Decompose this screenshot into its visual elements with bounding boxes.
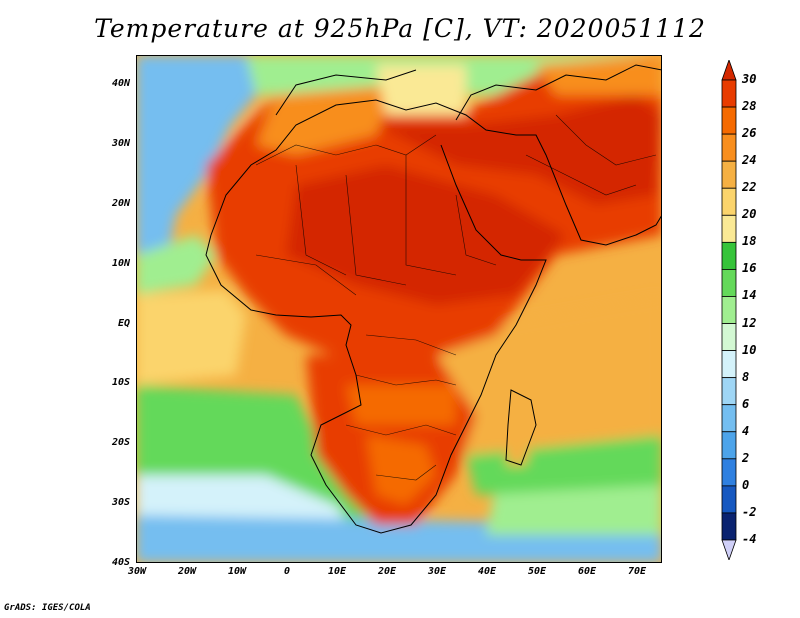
colorbar-label: 8	[742, 369, 750, 384]
colorbar-label: 26	[742, 126, 757, 141]
lon-label: 10E	[327, 566, 347, 577]
lat-label: 30S	[111, 497, 130, 508]
lat-label: EQ	[117, 318, 130, 329]
map-area	[136, 55, 662, 563]
lat-label: 20S	[111, 437, 130, 448]
lon-label: 30E	[427, 566, 447, 577]
colorbar-swatch	[721, 133, 737, 162]
colorbar-label: 12	[742, 315, 757, 330]
colorbar-label: 2	[742, 450, 750, 465]
lat-label: 10N	[111, 258, 130, 269]
colorbar-swatch	[721, 296, 737, 324]
colorbar-swatch	[721, 458, 737, 487]
lon-label: 50E	[527, 566, 547, 577]
colorbar-swatch	[721, 160, 737, 189]
cool-atlantic-north	[136, 55, 256, 270]
colorbar-label: -2	[742, 504, 757, 519]
colorbar-swatch	[721, 79, 737, 108]
lat-label: 40S	[111, 557, 130, 568]
coastlines	[205, 64, 662, 534]
colorbar-swatch	[721, 187, 737, 216]
colorbar-label: 6	[742, 396, 750, 411]
colorbar-label: 18	[742, 234, 757, 249]
lon-label: 70E	[627, 566, 647, 577]
colorbar-label: 4	[742, 423, 750, 438]
country-borders	[255, 114, 657, 481]
colorbar-swatch	[721, 350, 737, 379]
colorbar-label: 22	[742, 180, 757, 195]
lon-label: 60E	[577, 566, 597, 577]
colorbar-label: 28	[742, 99, 757, 114]
credit-text: GrADS: IGES/COLA	[4, 603, 91, 613]
chart-title: Temperature at 925hPa [C], VT: 202005111…	[94, 14, 706, 43]
lon-label: 20W	[177, 566, 197, 577]
colorbar-label: 14	[742, 288, 757, 303]
colorbar-label: 20	[742, 207, 757, 222]
colorbar-swatch	[721, 512, 737, 541]
colorbar-bottom-triangle	[721, 539, 737, 560]
colorbar-swatch	[721, 431, 737, 460]
lat-label: 30N	[111, 138, 130, 149]
lon-label: 30W	[127, 566, 147, 577]
colorbar-swatch	[721, 106, 737, 135]
colorbar-swatch	[721, 377, 737, 406]
colorbar	[721, 60, 737, 560]
colorbar-swatch	[721, 214, 737, 243]
colorbar-swatch	[721, 269, 737, 297]
colorbar-label: 24	[742, 153, 757, 168]
colorbar-top-triangle	[721, 60, 737, 81]
colorbar-swatch	[721, 241, 737, 270]
colorbar-swatch	[721, 404, 737, 433]
lon-label: 20E	[377, 566, 397, 577]
lat-label: 20N	[111, 198, 130, 209]
colorbar-swatch	[721, 323, 737, 351]
temperature-map	[136, 55, 662, 563]
lat-label: 40N	[111, 78, 130, 89]
lon-label: 10W	[227, 566, 247, 577]
lon-label: 0	[283, 566, 291, 577]
lat-label: 10S	[111, 377, 130, 388]
lon-label: 40E	[477, 566, 497, 577]
colorbar-label: 0	[742, 477, 750, 492]
colorbar-label: 30	[742, 72, 757, 86]
colorbar-label: 16	[742, 261, 757, 276]
colorbar-label: 10	[742, 342, 757, 357]
colorbar-label: -4	[742, 532, 757, 546]
colorbar-swatch	[721, 485, 737, 514]
